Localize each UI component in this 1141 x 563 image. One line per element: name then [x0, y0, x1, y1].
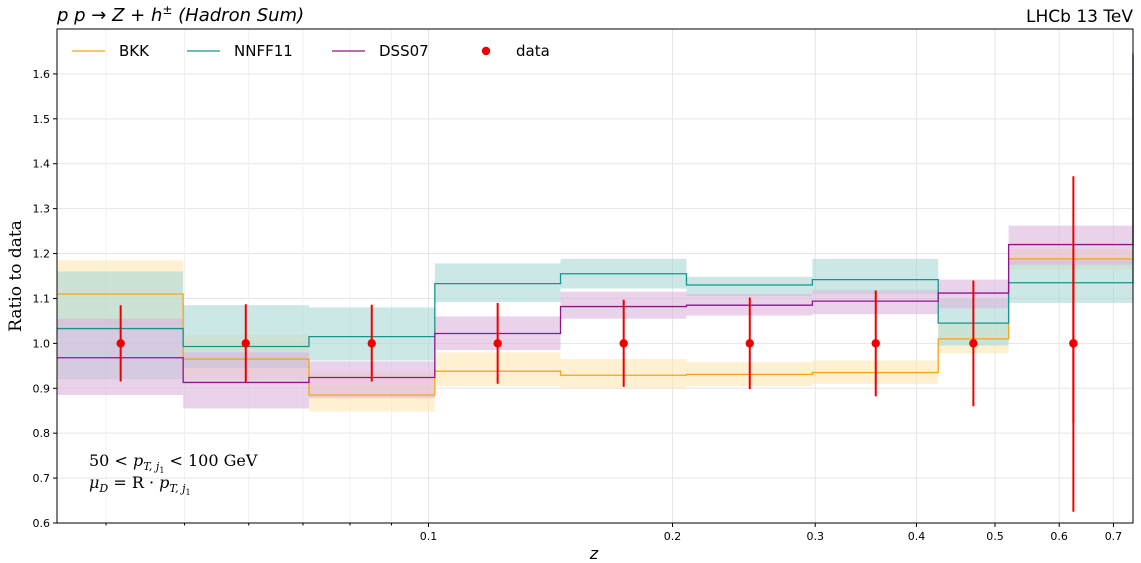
x-tick-label: 0.1	[420, 530, 438, 543]
legend-label-nnff11: NNFF11	[234, 42, 293, 60]
annotation-scale: μD = R · pT, j1	[89, 473, 191, 497]
x-tick-label: 0.6	[1050, 530, 1068, 543]
dss07-band-8	[1008, 225, 1133, 265]
nnff11-band-5	[686, 276, 813, 297]
legend-label-data: data	[516, 42, 550, 60]
x-axis-label: z	[589, 544, 599, 563]
data-point	[493, 339, 502, 348]
y-tick-label: 0.8	[33, 427, 51, 440]
chart-title-superscript: ±	[162, 3, 172, 17]
y-tick-label: 0.9	[33, 382, 51, 395]
data-layer	[116, 176, 1078, 512]
bkk-line	[57, 89, 1134, 396]
chart-title-process: p p → Z + h	[56, 5, 162, 26]
x-tick-label: 0.4	[908, 530, 926, 543]
legend-label-dss07: DSS07	[379, 42, 429, 60]
legend-swatch-data	[481, 46, 491, 56]
y-tick-label: 1.6	[33, 68, 51, 81]
chart-title: p p → Z + h± (Hadron Sum)	[56, 3, 304, 26]
y-tick-label: 1.5	[33, 113, 51, 126]
y-tick-label: 0.7	[33, 472, 51, 485]
nnff11-band-8	[1008, 260, 1133, 303]
lines-layer	[57, 52, 1134, 396]
x-tick-label: 0.3	[806, 530, 824, 543]
data-point	[745, 339, 754, 348]
y-tick-label: 1.2	[33, 248, 51, 261]
legend: BKK NNFF11 DSS07 data	[72, 42, 550, 60]
chart-title-tail: (Hadron Sum)	[172, 5, 304, 26]
dss07-line	[57, 54, 1134, 384]
y-tick-label: 1.3	[33, 203, 51, 216]
experiment-label: LHCb 13 TeV	[1026, 7, 1133, 27]
data-point	[116, 339, 125, 348]
y-tick-label: 1.1	[33, 292, 51, 305]
annotation-pt-range: 50 < pT, j1 < 100 GeV	[89, 451, 258, 475]
y-tick-label: 1.4	[33, 158, 51, 171]
x-tick-label: 0.5	[986, 530, 1004, 543]
data-point	[969, 339, 978, 348]
data-point	[871, 339, 880, 348]
nnff11-band-3	[434, 263, 561, 303]
data-point	[367, 339, 376, 348]
data-point	[1069, 339, 1078, 348]
x-tick-label: 0.7	[1105, 530, 1123, 543]
nnff11-band-6	[812, 258, 939, 294]
nnff11-line	[57, 52, 1134, 348]
legend-label-bkk: BKK	[119, 42, 150, 60]
plot-frame	[56, 28, 1134, 524]
data-point	[241, 339, 250, 348]
y-tick-label: 1.0	[33, 337, 51, 350]
x-tick-label: 0.2	[664, 530, 682, 543]
ticks-layer: 0.6 0.7 0.8 0.9 1.0 1.1 1.2 1.3 1.4 1.5 1.6 0.1 0.2 0…	[33, 68, 1123, 543]
data-point	[619, 339, 628, 348]
y-tick-label: 0.6	[33, 517, 51, 530]
y-axis-label: Ratio to data	[6, 220, 26, 332]
